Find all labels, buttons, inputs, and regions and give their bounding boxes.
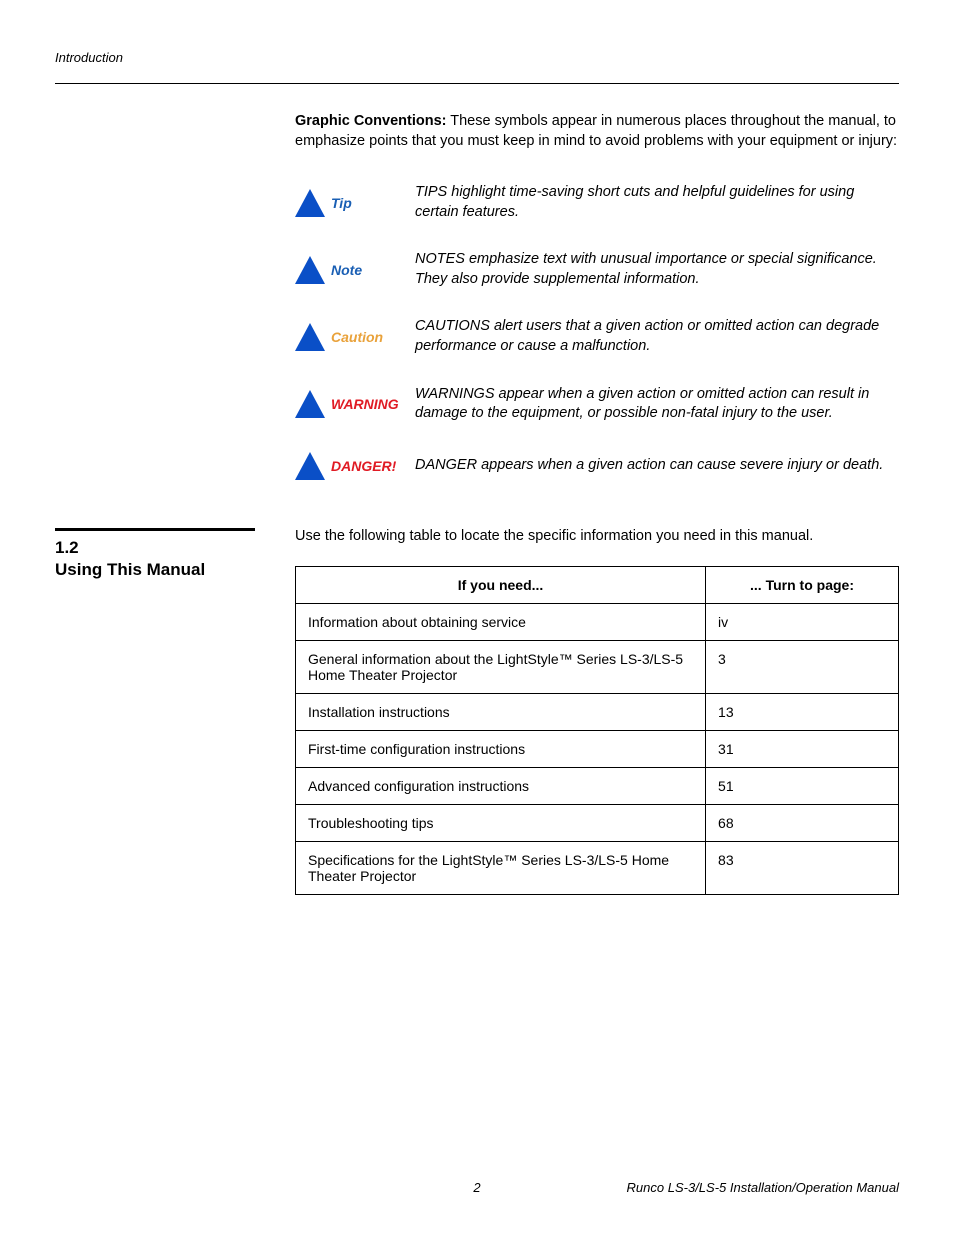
table-col2-header: ... Turn to page: <box>706 566 899 603</box>
triangle-icon <box>295 390 325 418</box>
table-row: General information about the LightStyle… <box>296 640 899 693</box>
convention-description: NOTES emphasize text with unusual import… <box>415 250 899 289</box>
convention-row: WARNING WARNINGS appear when a given acti… <box>295 385 899 424</box>
table-cell-need: General information about the LightStyle… <box>296 640 706 693</box>
table-cell-page: 3 <box>706 640 899 693</box>
table-cell-page: 83 <box>706 841 899 894</box>
table-row: First-time configuration instructions31 <box>296 730 899 767</box>
convention-row: DANGER! DANGER appears when a given actio… <box>295 452 899 480</box>
table-row: Advanced configuration instructions51 <box>296 767 899 804</box>
convention-icon-cell: Note <box>295 256 415 284</box>
convention-row: Tip TIPS highlight time-saving short cuts… <box>295 183 899 222</box>
table-row: Information about obtaining serviceiv <box>296 603 899 640</box>
page-footer: 2 Runco LS-3/LS-5 Installation/Operation… <box>55 1180 899 1195</box>
triangle-icon <box>295 452 325 480</box>
table-cell-need: Information about obtaining service <box>296 603 706 640</box>
table-cell-page: iv <box>706 603 899 640</box>
convention-label: WARNING <box>331 396 399 412</box>
triangle-icon <box>295 256 325 284</box>
graphic-conventions-intro: Graphic Conventions: These symbols appea… <box>295 112 899 151</box>
table-header-row: If you need... ... Turn to page: <box>296 566 899 603</box>
convention-description: TIPS highlight time-saving short cuts an… <box>415 183 899 222</box>
section-intro-text: Use the following table to locate the sp… <box>295 528 899 544</box>
convention-description: CAUTIONS alert users that a given action… <box>415 317 899 356</box>
header-rule <box>55 83 899 84</box>
convention-icon-cell: WARNING <box>295 390 415 418</box>
convention-label: DANGER! <box>331 458 396 474</box>
intro-bold: Graphic Conventions: <box>295 113 446 129</box>
header-section-label: Introduction <box>55 50 899 65</box>
triangle-icon <box>295 323 325 351</box>
convention-description: DANGER appears when a given action can c… <box>415 456 899 476</box>
table-row: Troubleshooting tips68 <box>296 804 899 841</box>
section-heading: 1.2 Using This Manual <box>55 537 295 581</box>
section-title: Using This Manual <box>55 560 205 579</box>
table-cell-page: 31 <box>706 730 899 767</box>
convention-icon-cell: Caution <box>295 323 415 351</box>
reference-table: If you need... ... Turn to page: Informa… <box>295 566 899 895</box>
footer-page-number: 2 <box>336 1180 617 1195</box>
table-cell-need: Installation instructions <box>296 693 706 730</box>
convention-row: Note NOTES emphasize text with unusual im… <box>295 250 899 289</box>
convention-row: Caution CAUTIONS alert users that a given… <box>295 317 899 356</box>
table-row: Specifications for the LightStyle™ Serie… <box>296 841 899 894</box>
table-cell-need: Troubleshooting tips <box>296 804 706 841</box>
table-cell-page: 51 <box>706 767 899 804</box>
convention-icon-cell: DANGER! <box>295 452 415 480</box>
convention-label: Caution <box>331 329 383 345</box>
table-cell-page: 68 <box>706 804 899 841</box>
table-col1-header: If you need... <box>296 566 706 603</box>
footer-doc-title: Runco LS-3/LS-5 Installation/Operation M… <box>618 1180 899 1195</box>
convention-label: Tip <box>331 195 352 211</box>
table-cell-need: First-time configuration instructions <box>296 730 706 767</box>
convention-label: Note <box>331 262 362 278</box>
table-cell-need: Advanced configuration instructions <box>296 767 706 804</box>
section-divider <box>55 528 255 531</box>
convention-description: WARNINGS appear when a given action or o… <box>415 385 899 424</box>
table-cell-page: 13 <box>706 693 899 730</box>
section-number: 1.2 <box>55 538 79 557</box>
table-cell-need: Specifications for the LightStyle™ Serie… <box>296 841 706 894</box>
triangle-icon <box>295 189 325 217</box>
table-row: Installation instructions13 <box>296 693 899 730</box>
convention-icon-cell: Tip <box>295 189 415 217</box>
